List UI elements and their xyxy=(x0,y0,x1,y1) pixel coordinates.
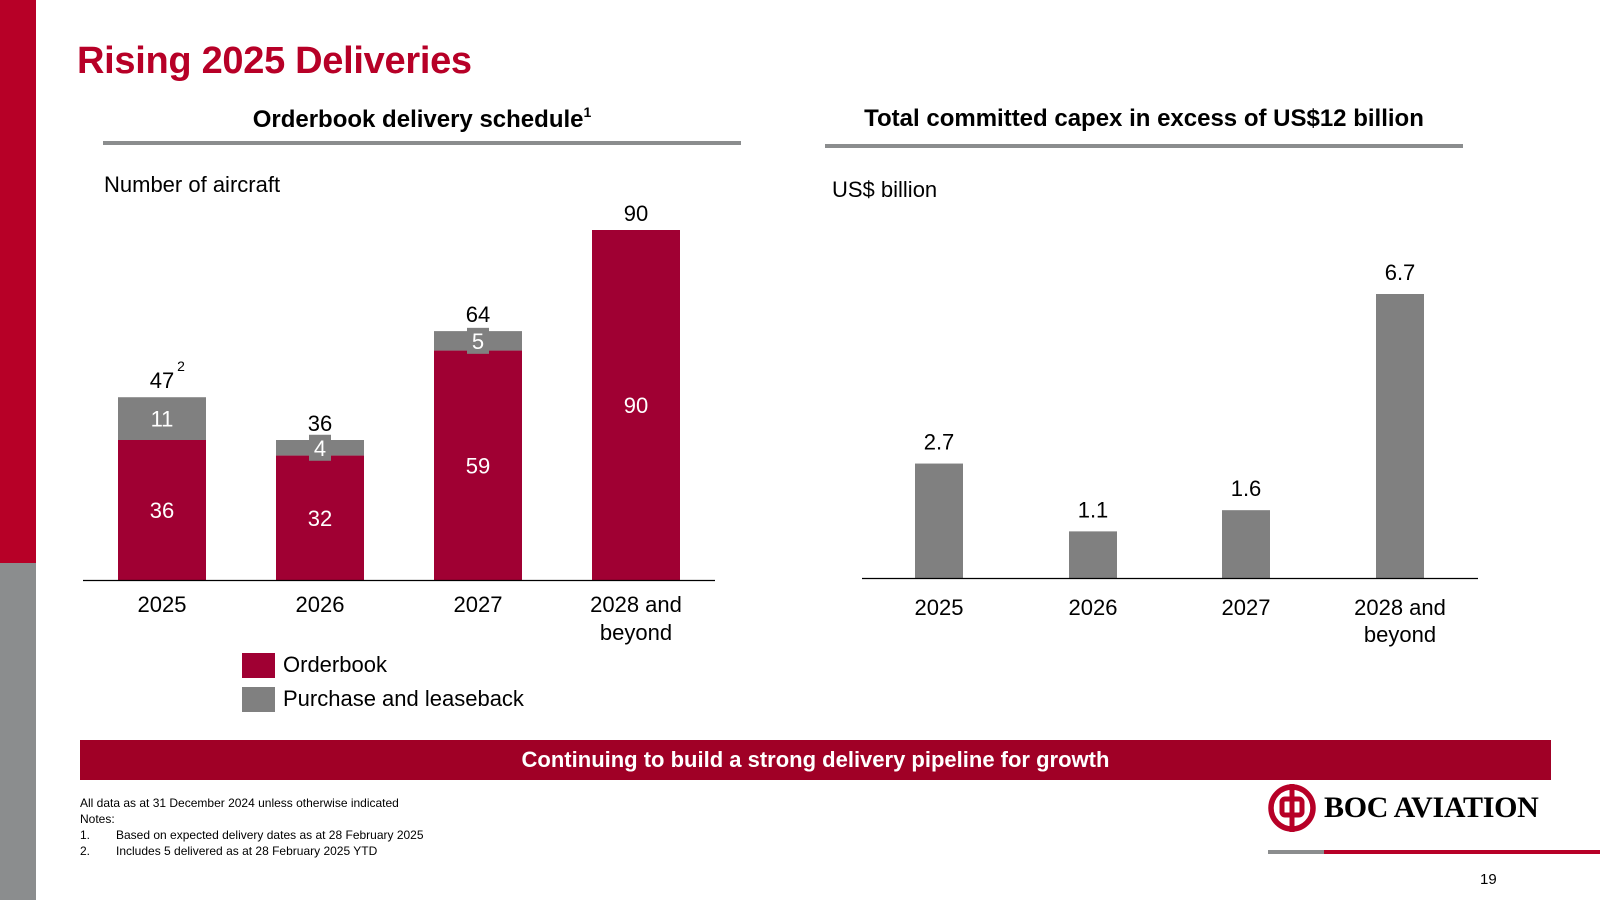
left-chart-unit-label: Number of aircraft xyxy=(104,172,281,197)
page-number: 19 xyxy=(1480,871,1497,888)
bar-orderbook xyxy=(434,350,522,580)
logo-wordmark: BOC AVIATION xyxy=(1324,791,1539,824)
note-item: 2. Includes 5 delivered as at 28 Februar… xyxy=(80,843,424,859)
bar-label-backdrop xyxy=(467,327,489,354)
x-axis-label: 2028 and beyond xyxy=(1354,595,1446,647)
capex-bar xyxy=(1069,531,1117,578)
note-number: 1. xyxy=(80,828,91,842)
x-axis-label: 2028 and beyond xyxy=(590,592,682,645)
page-title: Rising 2025 Deliveries xyxy=(77,40,472,82)
company-logo: BOC AVIATION xyxy=(1268,784,1539,832)
bar-total-label: 64 xyxy=(466,302,490,327)
right-chart-title-rule xyxy=(825,144,1463,148)
legend-label-purchase-leaseback: Purchase and leaseback xyxy=(283,686,524,711)
capex-bar xyxy=(915,463,963,578)
side-accent-red xyxy=(0,0,36,563)
note-number: 2. xyxy=(80,844,91,858)
left-chart-title: Orderbook delivery schedule1 xyxy=(103,104,741,134)
legend-item-purchase-leaseback: Purchase and leaseback xyxy=(242,682,524,716)
bar-label-purchase-leaseback: 5 xyxy=(472,329,484,354)
capex-value-label: 1.1 xyxy=(1078,497,1109,522)
bar-orderbook xyxy=(276,455,364,580)
x-axis-label: 2027 xyxy=(1222,595,1271,620)
side-accent-grey xyxy=(0,563,36,900)
committed-capex-chart: 2.7 2025 1.1 2026 1.6 2027 6.7 2028 and beyond xyxy=(862,260,1478,647)
bar-total-label: 47 xyxy=(150,368,174,393)
left-chart-title-rule xyxy=(103,141,741,145)
note-item: 1. Based on expected delivery dates as a… xyxy=(80,827,424,843)
capex-value-label: 6.7 xyxy=(1385,260,1416,285)
bar-total-footnote: 2 xyxy=(177,358,185,374)
x-axis-label: 2025 xyxy=(138,592,187,617)
x-axis-label: 2025 xyxy=(915,595,964,620)
note-text: Includes 5 delivered as at 28 February 2… xyxy=(116,844,378,858)
right-chart-unit-label: US$ billion xyxy=(832,177,938,202)
capex-value-label: 1.6 xyxy=(1231,476,1262,501)
footnotes: All data as at 31 December 2024 unless o… xyxy=(80,795,424,859)
right-chart-title: Total committed capex in excess of US$12… xyxy=(864,105,1424,132)
key-message-text: Continuing to build a strong delivery pi… xyxy=(521,747,1110,772)
x-axis-label: 2026 xyxy=(1069,595,1118,620)
left-chart-title-footnote: 1 xyxy=(583,104,592,120)
bar-label-orderbook: 36 xyxy=(150,498,174,523)
key-message-banner: Continuing to build a strong delivery pi… xyxy=(80,740,1551,780)
notes-intro: All data as at 31 December 2024 unless o… xyxy=(80,796,399,810)
bar-label-orderbook: 32 xyxy=(308,506,332,531)
bar-label-orderbook: 59 xyxy=(466,453,490,478)
note-text: Based on expected delivery dates as at 2… xyxy=(116,828,424,842)
legend-swatch-orderbook xyxy=(242,652,275,678)
bar-orderbook xyxy=(118,440,206,580)
bar-label-backdrop xyxy=(309,434,331,461)
capex-bar xyxy=(1222,510,1270,578)
legend-item-orderbook: Orderbook xyxy=(242,648,524,682)
bar-purchase-leaseback xyxy=(118,397,206,440)
x-axis-label: 2026 xyxy=(296,592,345,617)
bar-label-orderbook: 90 xyxy=(624,393,648,418)
logo-rule-red xyxy=(1324,850,1600,854)
bar-total-label: 90 xyxy=(624,201,648,226)
capex-value-label: 2.7 xyxy=(924,430,955,455)
x-axis-label: 2027 xyxy=(454,592,503,617)
bar-orderbook xyxy=(592,230,680,580)
left-chart-title-text: Orderbook delivery schedule xyxy=(252,106,584,133)
notes-heading: Notes: xyxy=(80,812,115,826)
logo-rule-grey xyxy=(1268,850,1324,854)
bar-label-purchase-leaseback: 11 xyxy=(151,407,174,432)
bar-label-purchase-leaseback: 4 xyxy=(314,436,326,461)
capex-bar xyxy=(1376,294,1424,578)
boc-logo-icon xyxy=(1268,784,1316,832)
bar-total-label: 36 xyxy=(308,411,332,436)
legend-swatch-purchase-leaseback xyxy=(242,686,275,712)
legend-label-orderbook: Orderbook xyxy=(283,652,387,677)
chart-legend: Orderbook Purchase and leaseback xyxy=(242,648,524,716)
